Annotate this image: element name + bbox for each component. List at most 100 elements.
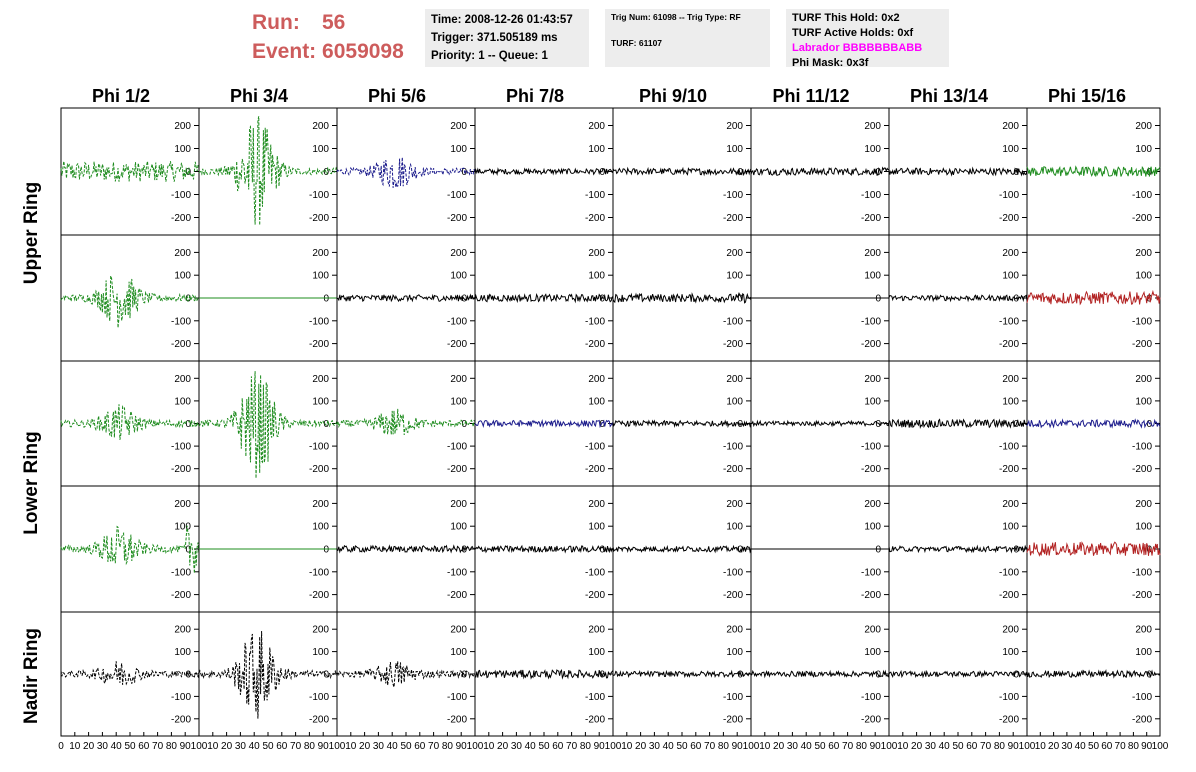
waveform-trace: [612, 669, 752, 679]
x-tick-label: 50: [538, 741, 550, 752]
turf-active-text: TURF Active Holds: 0xf: [792, 27, 914, 39]
y-tick-label: -100: [1132, 316, 1152, 327]
y-tick-label: -100: [861, 316, 881, 327]
y-tick-label: -100: [309, 442, 329, 453]
x-tick-label: 20: [773, 741, 785, 752]
column-header-phi-3-4: Phi 3/4: [229, 86, 289, 106]
column-header-phi-1-2: Phi 1/2: [91, 86, 151, 106]
y-tick-label: -200: [309, 714, 329, 725]
y-tick-label: 100: [174, 396, 191, 407]
y-tick-label: 200: [174, 625, 191, 636]
y-tick-label: 100: [450, 522, 467, 533]
x-tick-label: 40: [111, 741, 123, 752]
y-tick-label: 100: [1002, 522, 1019, 533]
y-tick-label: -100: [585, 190, 605, 201]
y-tick-label: 100: [726, 396, 743, 407]
y-tick-label: -200: [861, 590, 881, 601]
x-tick-label: 80: [994, 741, 1006, 752]
x-tick-label: 60: [1101, 741, 1113, 752]
y-tick-label: 0: [323, 167, 329, 178]
waveform-trace: [1026, 541, 1161, 557]
y-tick-label: 200: [1002, 499, 1019, 510]
column-header-phi-11-12: Phi 11/12: [772, 86, 850, 106]
trigger-text: Trigger: 371.505189 ms: [431, 32, 558, 44]
x-tick-label: 100: [605, 741, 622, 752]
y-tick-label: 100: [1135, 522, 1152, 533]
x-tick-label: 20: [635, 741, 647, 752]
y-tick-label: 0: [185, 545, 191, 556]
x-tick-label: 90: [180, 741, 192, 752]
y-tick-label: 200: [312, 374, 329, 385]
y-tick-label: -100: [999, 316, 1019, 327]
y-tick-label: 200: [450, 374, 467, 385]
y-tick-label: 100: [312, 647, 329, 658]
x-tick-label: 50: [124, 741, 136, 752]
run-label: Run:: [252, 11, 300, 34]
y-tick-label: 100: [1135, 271, 1152, 282]
y-tick-label: 0: [323, 294, 329, 305]
y-tick-label: 0: [599, 545, 605, 556]
x-tick-label: 80: [580, 741, 592, 752]
y-tick-label: 100: [450, 396, 467, 407]
y-tick-label: -100: [1132, 190, 1152, 201]
y-tick-label: -200: [999, 464, 1019, 475]
y-tick-label: 100: [1002, 647, 1019, 658]
run-number: 56: [322, 11, 346, 34]
y-tick-label: 0: [461, 419, 467, 430]
y-tick-label: -200: [447, 213, 467, 224]
y-tick-label: -200: [585, 714, 605, 725]
priority-text: Priority: 1 -- Queue: 1: [431, 50, 548, 62]
y-tick-label: 100: [1002, 396, 1019, 407]
y-tick-label: 100: [588, 522, 605, 533]
waveform-trace: [336, 544, 476, 554]
y-tick-label: -200: [861, 714, 881, 725]
y-tick-label: -200: [723, 464, 743, 475]
x-tick-label: 70: [1115, 741, 1127, 752]
y-tick-label: -100: [723, 316, 743, 327]
y-tick-label: -100: [723, 692, 743, 703]
turf-hold-text: TURF This Hold: 0x2: [792, 12, 900, 24]
y-tick-label: -100: [171, 442, 191, 453]
event-label: Event:: [252, 40, 317, 63]
x-tick-label: 10: [621, 741, 633, 752]
y-tick-label: 200: [588, 499, 605, 510]
y-tick-label: -100: [1132, 692, 1152, 703]
y-tick-label: 100: [1002, 271, 1019, 282]
y-tick-label: 200: [1135, 499, 1152, 510]
y-tick-label: -200: [447, 339, 467, 350]
y-tick-label: -100: [309, 692, 329, 703]
y-tick-label: 200: [450, 121, 467, 132]
x-tick-label: 10: [1035, 741, 1047, 752]
x-tick-label: 80: [856, 741, 868, 752]
y-tick-label: 200: [174, 248, 191, 259]
y-tick-label: -200: [585, 590, 605, 601]
x-tick-label: 10: [345, 741, 357, 752]
y-tick-label: -100: [999, 567, 1019, 578]
y-tick-label: -200: [171, 339, 191, 350]
y-tick-label: 200: [1002, 248, 1019, 259]
waveform-trace: [336, 661, 476, 688]
y-tick-label: 100: [726, 144, 743, 155]
y-tick-label: -100: [999, 442, 1019, 453]
y-tick-label: 0: [875, 294, 881, 305]
x-tick-label: 0: [58, 741, 64, 752]
x-tick-label: 50: [814, 741, 826, 752]
waveform-trace: [60, 525, 200, 574]
y-tick-label: 100: [726, 271, 743, 282]
y-tick-label: -100: [585, 442, 605, 453]
waveform-trace: [1026, 418, 1161, 429]
y-tick-label: 100: [588, 144, 605, 155]
y-tick-label: 200: [1002, 374, 1019, 385]
waveform-trace: [1026, 165, 1161, 178]
labrador-text: Labrador BBBBBBBABB: [792, 42, 923, 54]
x-tick-label: 40: [249, 741, 261, 752]
waveform-trace: [198, 371, 338, 479]
y-tick-label: -200: [723, 714, 743, 725]
waveform-trace: [474, 293, 614, 304]
y-tick-label: -200: [723, 590, 743, 601]
y-tick-label: 200: [588, 121, 605, 132]
y-tick-label: -100: [723, 567, 743, 578]
y-tick-label: 0: [323, 545, 329, 556]
y-tick-label: 100: [174, 144, 191, 155]
x-tick-label: 70: [704, 741, 716, 752]
